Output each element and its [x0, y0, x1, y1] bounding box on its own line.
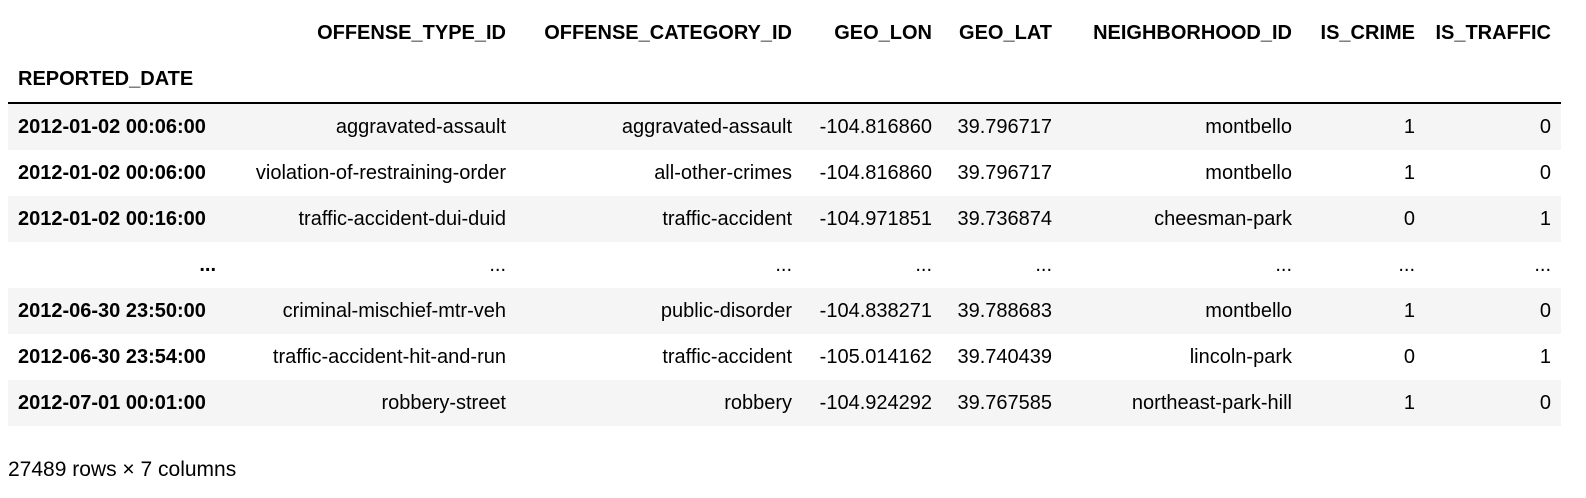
column-header: IS_CRIME [1320, 21, 1415, 44]
column-header: OFFENSE_TYPE_ID [317, 21, 506, 44]
table-cell: traffic-accident [662, 207, 792, 230]
table-cell: 0 [1539, 391, 1551, 414]
table-row: 2012-07-01 00:01:00 robbery-street robbe… [8, 380, 1561, 426]
table-cell: ... [775, 253, 792, 276]
table-cell: 39.736874 [957, 207, 1052, 230]
table-cell: montbello [1205, 161, 1292, 184]
table-cell: 0 [1403, 207, 1415, 230]
table-cell: 0 [1539, 115, 1551, 138]
table-cell: 1 [1403, 391, 1415, 414]
table-cell: 39.767585 [957, 391, 1052, 414]
table-cell: aggravated-assault [621, 115, 792, 138]
table-cell: 1 [1403, 299, 1415, 322]
table-cell: 1 [1539, 207, 1551, 230]
table-row: 2012-06-30 23:50:00 criminal-mischief-mt… [8, 288, 1561, 334]
table-row: 2012-06-30 23:54:00 traffic-accident-hit… [8, 334, 1561, 380]
table-cell: all-other-crimes [654, 161, 792, 184]
table-cell: robbery [724, 391, 792, 414]
column-header: GEO_LAT [959, 21, 1052, 44]
table-cell: -104.971851 [819, 207, 932, 230]
table-cell: 1 [1539, 345, 1551, 368]
dataframe-table: OFFENSE_TYPE_ID OFFENSE_CATEGORY_ID GEO_… [8, 10, 1561, 426]
table-cell: 39.796717 [957, 115, 1052, 138]
table-cell: 0 [1403, 345, 1415, 368]
table-cell: ... [489, 253, 506, 276]
table-cell: montbello [1205, 115, 1292, 138]
row-index: 2012-01-02 00:16:00 [18, 207, 206, 230]
row-index: 2012-01-02 00:06:00 [18, 115, 206, 138]
column-header: NEIGHBORHOOD_ID [1093, 21, 1292, 44]
table-cell: lincoln-park [1189, 345, 1292, 368]
table-cell: ... [1275, 253, 1292, 276]
table-cell: -104.838271 [819, 299, 932, 322]
table-cell: ... [915, 253, 932, 276]
index-name: REPORTED_DATE [18, 67, 194, 90]
table-cell: montbello [1205, 299, 1292, 322]
table-cell: -104.816860 [819, 115, 932, 138]
row-index: ... [199, 253, 216, 276]
column-header: OFFENSE_CATEGORY_ID [544, 21, 792, 44]
table-cell: ... [1398, 253, 1415, 276]
row-index: 2012-01-02 00:06:00 [18, 161, 206, 184]
table-cell: northeast-park-hill [1131, 391, 1292, 414]
table-cell: ... [1035, 253, 1052, 276]
table-cell: 39.788683 [957, 299, 1052, 322]
index-header-row: REPORTED_DATE [8, 56, 1561, 103]
table-cell: traffic-accident [662, 345, 792, 368]
table-cell: public-disorder [660, 299, 792, 322]
row-index: 2012-07-01 00:01:00 [18, 391, 206, 414]
table-cell: cheesman-park [1154, 207, 1292, 230]
table-cell: robbery-street [381, 391, 507, 414]
table-row: 2012-01-02 00:16:00 traffic-accident-dui… [8, 196, 1561, 242]
table-cell: 0 [1539, 299, 1551, 322]
table-cell: violation-of-restraining-order [255, 161, 506, 184]
ellipsis-row: ... ... ... ... ... ... ... ... [8, 242, 1561, 288]
table-cell: traffic-accident-dui-duid [298, 207, 506, 230]
column-header: GEO_LON [834, 21, 932, 44]
row-index: 2012-06-30 23:50:00 [18, 299, 206, 322]
table-cell: 39.796717 [957, 161, 1052, 184]
table-cell: -104.816860 [819, 161, 932, 184]
dataframe-shape-text: 27489 rows × 7 columns [8, 458, 237, 481]
table-cell: 1 [1403, 115, 1415, 138]
table-cell: 0 [1539, 161, 1551, 184]
table-cell: traffic-accident-hit-and-run [272, 345, 506, 368]
table-cell: 1 [1403, 161, 1415, 184]
table-row: 2012-01-02 00:06:00 violation-of-restrai… [8, 150, 1561, 196]
table-cell: -104.924292 [819, 391, 932, 414]
table-cell: criminal-mischief-mtr-veh [282, 299, 506, 322]
table-cell: aggravated-assault [335, 115, 506, 138]
table-row: 2012-01-02 00:06:00 aggravated-assault a… [8, 103, 1561, 150]
column-header: IS_TRAFFIC [1435, 21, 1551, 44]
table-cell: -105.014162 [819, 345, 932, 368]
table-cell: 39.740439 [957, 345, 1052, 368]
dataframe-output: OFFENSE_TYPE_ID OFFENSE_CATEGORY_ID GEO_… [8, 10, 1568, 426]
table-cell: ... [1534, 253, 1551, 276]
header-corner [8, 10, 226, 56]
column-header-row: OFFENSE_TYPE_ID OFFENSE_CATEGORY_ID GEO_… [8, 10, 1561, 56]
row-index: 2012-06-30 23:54:00 [18, 345, 206, 368]
